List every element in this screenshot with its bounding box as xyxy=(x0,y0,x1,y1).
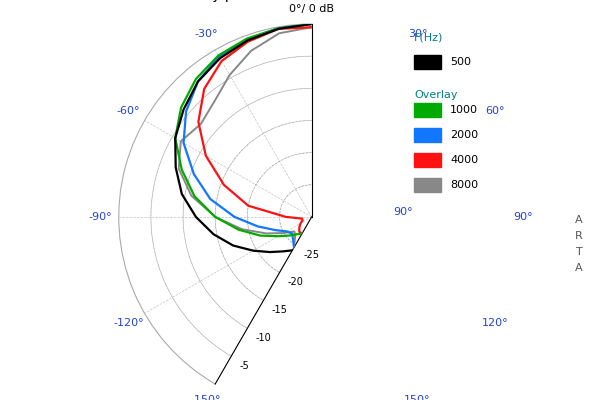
Text: A: A xyxy=(575,263,583,273)
Text: 1000: 1000 xyxy=(450,105,478,115)
Text: 4000: 4000 xyxy=(450,155,478,165)
Bar xyxy=(414,178,441,192)
Text: 2000: 2000 xyxy=(450,130,478,140)
Title: Directivity pattern: Directivity pattern xyxy=(149,0,277,2)
Text: 0°/ 0 dB: 0°/ 0 dB xyxy=(289,4,334,14)
Text: F(Hz): F(Hz) xyxy=(414,32,443,42)
Text: T: T xyxy=(575,247,583,257)
Text: 90°: 90° xyxy=(393,207,413,217)
Text: Overlay: Overlay xyxy=(414,90,457,100)
Text: 500: 500 xyxy=(450,57,471,67)
Text: A: A xyxy=(575,215,583,225)
Bar xyxy=(414,55,441,70)
Bar xyxy=(414,153,441,167)
Text: 8000: 8000 xyxy=(450,180,478,190)
Text: R: R xyxy=(575,231,583,241)
Bar xyxy=(414,103,441,117)
Bar xyxy=(414,128,441,142)
